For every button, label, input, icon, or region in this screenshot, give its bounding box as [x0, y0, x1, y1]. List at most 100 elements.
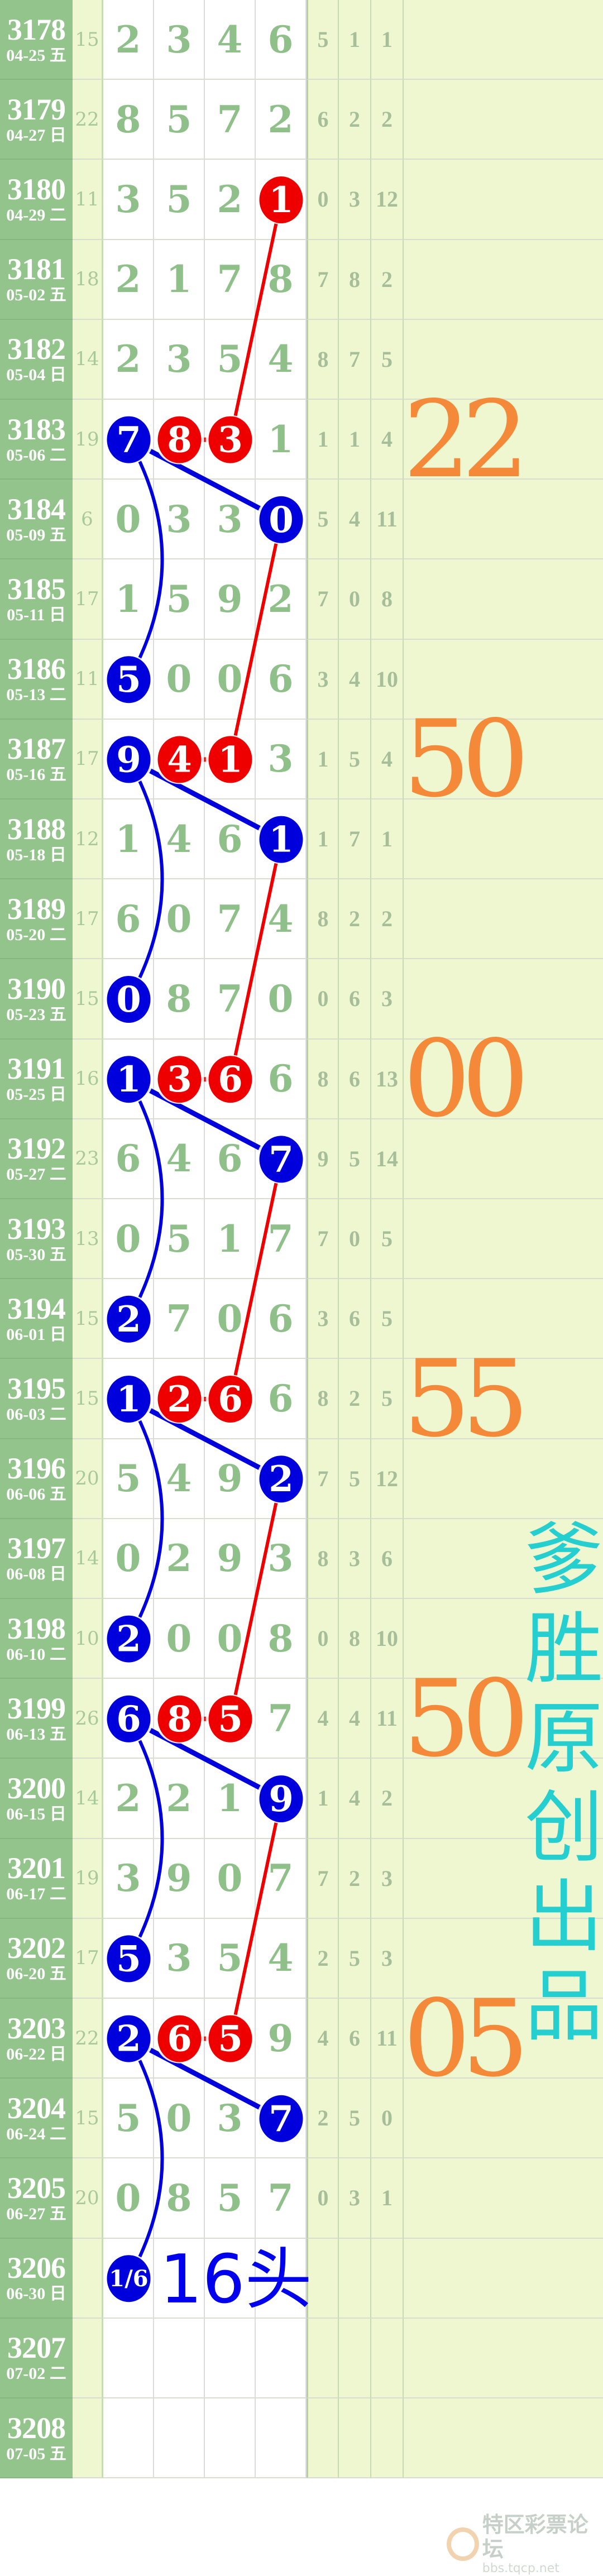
stat-cell: 0: [339, 559, 371, 640]
red-ball: [208, 736, 252, 783]
table-row: 3204 06-24 二 15 5 0 3 2 5 0: [0, 2079, 603, 2159]
digit-cell: 9: [205, 559, 256, 640]
draw-date: 05-25 日: [6, 1085, 66, 1104]
digit-cell: 4: [256, 1918, 307, 1999]
table-row: 3186 05-13 二 11 0 0 6 3 4 10: [0, 639, 603, 720]
sum-cell: 13: [73, 1199, 103, 1280]
issue-cell: 3190 05-23 五: [0, 959, 73, 1040]
draw-date: 06-03 二: [6, 1405, 66, 1424]
issue-number: 3185: [7, 572, 66, 606]
digit-cell: [256, 2398, 307, 2479]
issue-number: 3182: [7, 332, 66, 366]
draw-date: 05-18 日: [6, 845, 66, 864]
draw-date: 06-06 五: [6, 1485, 66, 1504]
table-row: 3192 05-27 二 23 6 4 6 9 5 14: [0, 1119, 603, 1199]
blue-ball: [107, 976, 151, 1023]
stat-cell: 10: [371, 639, 404, 720]
stat-cell: 3: [307, 1279, 339, 1359]
blue-trend-line: [127, 757, 283, 842]
issue-number: 3201: [7, 1851, 66, 1885]
issue-cell: 3186 05-13 二: [0, 639, 73, 720]
sum-cell: 22: [73, 1999, 103, 2079]
stat-cell: 6: [371, 1519, 404, 1599]
annotation-cell: [404, 1199, 603, 1280]
red-ball: [157, 416, 202, 463]
annotation-cell: [404, 0, 603, 80]
digit-cell: [154, 2238, 205, 2319]
draw-date: 05-11 日: [7, 605, 66, 624]
annotation-cell: [404, 559, 603, 640]
digit-cell: 7: [205, 879, 256, 960]
digit-cell: 0: [103, 480, 154, 560]
digit-cell: [205, 2318, 256, 2398]
ball-number: 1: [269, 179, 294, 221]
table-row: 3206 06-30 日: [0, 2238, 603, 2319]
draw-date: 06-08 日: [6, 1565, 66, 1584]
table-row: 3199 06-13 五 26 7 4 4 11: [0, 1679, 603, 1759]
digit-cell: 7: [205, 240, 256, 320]
ball-number: 2: [116, 1619, 141, 1660]
digit-cell: [205, 2398, 256, 2479]
stat-cell: 3: [371, 1918, 404, 1999]
annotation-cell: [404, 1519, 603, 1599]
issue-cell: 3185 05-11 日: [0, 559, 73, 640]
blue-curve-line: [127, 1398, 164, 1640]
stat-cell: [339, 2318, 371, 2398]
stat-cell: 1: [307, 719, 339, 799]
annotation-cell: [404, 719, 603, 799]
stat-cell: 5: [339, 2079, 371, 2159]
draw-date: 07-05 五: [6, 2444, 66, 2463]
digit-cell: 4: [256, 319, 307, 400]
stat-cell: 4: [339, 480, 371, 560]
stat-cell: 13: [371, 1039, 404, 1119]
issue-number: 3197: [7, 1531, 66, 1565]
stat-cell: 2: [339, 80, 371, 160]
ball-number: 7: [269, 2098, 294, 2140]
forum-logo-icon: [447, 2527, 479, 2561]
annotation-cell: [404, 1918, 603, 1999]
issue-number: 3190: [7, 971, 66, 1005]
stat-cell: 2: [339, 879, 371, 960]
draw-date: 05-09 五: [6, 525, 66, 544]
stat-cell: 8: [371, 559, 404, 640]
sum-cell: 6: [73, 480, 103, 560]
issue-number: 3179: [7, 92, 66, 126]
table-row: 3208 07-05 五: [0, 2398, 603, 2479]
stat-cell: 7: [339, 799, 371, 880]
stat-cell: 6: [339, 1279, 371, 1359]
issue-number: 3180: [7, 172, 66, 206]
issue-number: 3198: [7, 1611, 66, 1645]
digit-cell: [103, 2398, 154, 2479]
stat-cell: 0: [307, 160, 339, 240]
draw-date: 06-13 五: [6, 1725, 66, 1744]
digit-cell: 0: [205, 1599, 256, 1679]
stat-cell: [307, 2318, 339, 2398]
annotation-cell: [404, 799, 603, 880]
table-row: 3183 05-06 二 19 1 1 1 4: [0, 400, 603, 480]
annotation-cell: [404, 1599, 603, 1679]
annotation-cell: [404, 1039, 603, 1119]
issue-cell: 3182 05-04 日: [0, 319, 73, 400]
digit-cell: 2: [256, 80, 307, 160]
stat-cell: [371, 2238, 404, 2319]
stat-cell: 2: [371, 1759, 404, 1839]
issue-cell: 3191 05-25 日: [0, 1039, 73, 1119]
ball-number: 4: [167, 739, 192, 781]
red-trend-line: [228, 1798, 283, 2039]
draw-date: 05-20 二: [6, 925, 66, 944]
stat-cell: [339, 2238, 371, 2319]
annotation-cell: [404, 2158, 603, 2239]
draw-date: 04-29 二: [6, 205, 66, 224]
stat-cell: 1: [307, 1759, 339, 1839]
digit-cell: 2: [103, 0, 154, 80]
annotation-cell: [404, 639, 603, 720]
stat-cell: [371, 2318, 404, 2398]
digit-cell: 3: [103, 1838, 154, 1919]
sum-cell: 19: [73, 1838, 103, 1919]
digit-cell: 0: [103, 1519, 154, 1599]
annotation-cell: [404, 80, 603, 160]
issue-cell: 3207 07-02 二: [0, 2318, 73, 2398]
issue-number: 3178: [7, 12, 66, 46]
digit-cell: 2: [103, 240, 154, 320]
stat-cell: 5: [371, 1359, 404, 1439]
